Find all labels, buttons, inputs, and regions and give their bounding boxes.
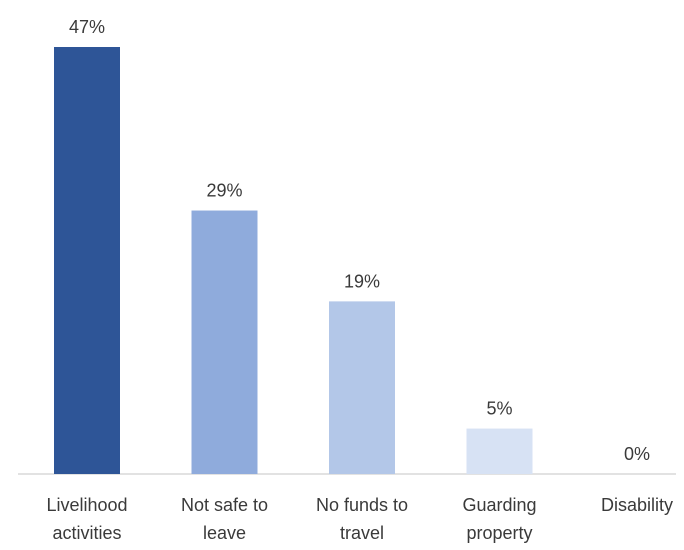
value-label-3: 5% (486, 399, 512, 419)
category-label-0: Livelihood activities (46, 495, 127, 543)
value-labels-group: 47% 29% 19% 5% 0% (69, 17, 650, 464)
category-label-3: Guarding property (462, 495, 536, 543)
bar-1 (191, 210, 258, 474)
category-labels-group: Livelihood activities Not safe to leave No f… (46, 495, 673, 543)
value-label-0: 47% (69, 17, 105, 37)
bar-3 (466, 428, 533, 474)
bars-group (54, 47, 533, 474)
category-label-4: Disability (601, 495, 673, 515)
bar-0 (54, 47, 120, 474)
bar-2 (329, 301, 395, 474)
value-label-1: 29% (206, 181, 242, 201)
category-label-2: No funds to travel (316, 495, 408, 543)
value-label-2: 19% (344, 271, 380, 291)
category-label-1: Not safe to leave (181, 495, 268, 543)
value-label-4: 0% (624, 444, 650, 464)
